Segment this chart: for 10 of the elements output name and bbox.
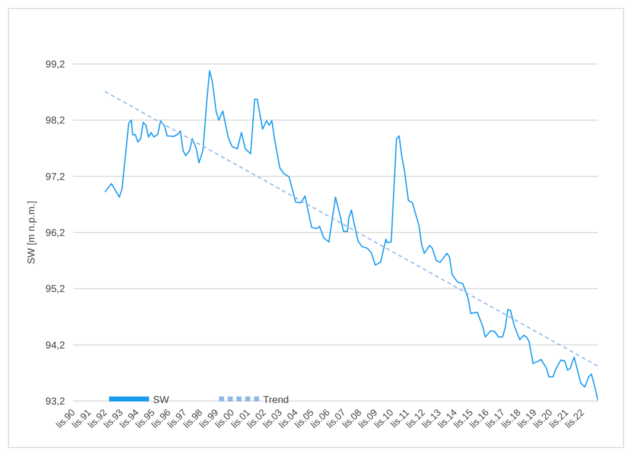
y-axis-title: SW [m n.p.m.]	[26, 200, 38, 264]
y-tick-label: 96,2	[46, 228, 66, 240]
y-tick-label: 95,2	[46, 284, 66, 296]
y-tick-label: 93,2	[46, 396, 66, 408]
y-tick-label: 98,2	[46, 116, 66, 127]
legend-label: SW	[153, 395, 170, 406]
y-tick-label: 99,2	[46, 60, 66, 71]
y-tick-label: 94,2	[46, 340, 66, 352]
legend-label: Trend	[263, 395, 289, 406]
y-tick-label: 97,2	[46, 172, 66, 183]
